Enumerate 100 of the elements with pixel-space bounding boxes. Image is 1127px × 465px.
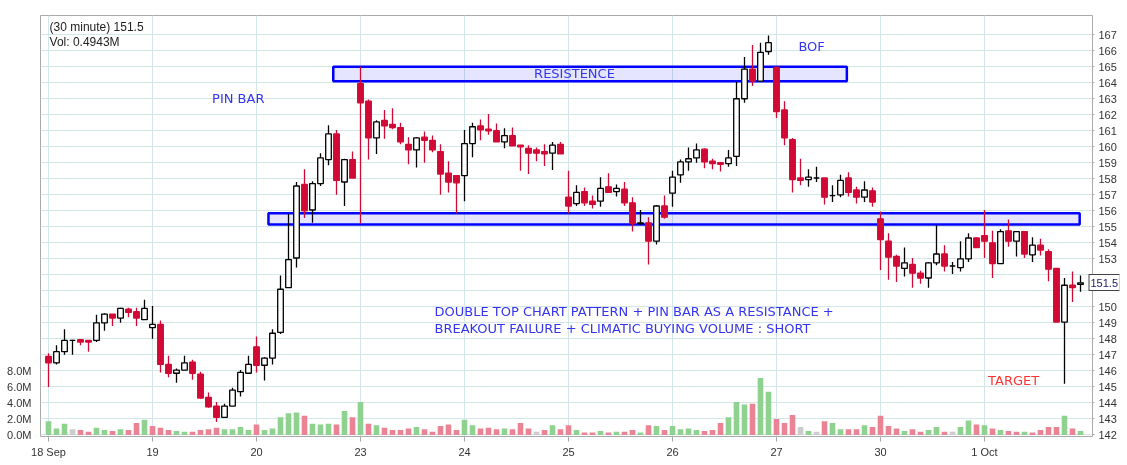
bar bbox=[205, 429, 212, 435]
bar bbox=[349, 417, 356, 435]
bar bbox=[845, 429, 852, 435]
candlestick bbox=[901, 246, 908, 278]
bar bbox=[405, 428, 412, 435]
bar bbox=[197, 430, 204, 435]
candlestick bbox=[861, 180, 868, 203]
text: (30 minute) 151.5 bbox=[49, 20, 144, 35]
candlestick bbox=[837, 174, 844, 198]
y-tick-label: 149 bbox=[1098, 316, 1117, 329]
bar bbox=[757, 378, 764, 435]
bar bbox=[77, 430, 84, 435]
x-tick-label: 27 bbox=[770, 445, 783, 458]
bar bbox=[253, 424, 260, 435]
candlestick bbox=[669, 170, 676, 208]
y-tick-label: 163 bbox=[1098, 92, 1117, 105]
y-tick-label: 156 bbox=[1098, 204, 1117, 217]
candlestick bbox=[661, 194, 668, 220]
bar bbox=[229, 429, 236, 435]
bar bbox=[605, 432, 612, 435]
y2-tick-label: 0.0M bbox=[7, 428, 32, 441]
y-tick-label: 153 bbox=[1098, 252, 1117, 265]
candlestick bbox=[821, 177, 828, 206]
bar bbox=[221, 429, 228, 435]
candlestick bbox=[1029, 236, 1036, 263]
bar bbox=[805, 430, 812, 435]
bar bbox=[725, 417, 732, 435]
x-tick-label: 1 Oct bbox=[971, 445, 998, 458]
bar bbox=[317, 424, 324, 435]
bar bbox=[653, 426, 660, 435]
candlestick bbox=[941, 244, 948, 273]
y-tick-label: 150 bbox=[1098, 300, 1117, 313]
candlestick bbox=[749, 44, 756, 87]
x-tick-label: 23 bbox=[354, 445, 367, 458]
y-tick-label: 146 bbox=[1098, 364, 1117, 377]
bar bbox=[685, 428, 692, 435]
bar bbox=[909, 429, 916, 435]
text: Vol: 0.4943M bbox=[49, 35, 120, 50]
bar bbox=[717, 422, 724, 435]
bar bbox=[469, 425, 476, 435]
bar bbox=[837, 429, 844, 435]
bar bbox=[269, 428, 276, 435]
candlestick bbox=[645, 216, 652, 266]
bar bbox=[421, 429, 428, 435]
bar bbox=[133, 422, 140, 435]
bar bbox=[493, 429, 500, 435]
bar bbox=[637, 432, 644, 435]
bar bbox=[45, 421, 52, 435]
bar bbox=[925, 430, 932, 435]
candlestick bbox=[693, 142, 700, 164]
bar bbox=[357, 402, 364, 435]
bar bbox=[509, 429, 516, 435]
y2-tick-label: 6.0M bbox=[7, 380, 32, 393]
candlestick bbox=[1013, 230, 1020, 258]
y-tick-label: 145 bbox=[1098, 380, 1117, 393]
x-tick-label: 30 bbox=[874, 445, 887, 458]
candlestick bbox=[341, 158, 348, 207]
candlestick bbox=[149, 305, 156, 340]
y-tick-label: 147 bbox=[1098, 348, 1117, 361]
y-tick-label: 165 bbox=[1098, 60, 1117, 73]
candlestick bbox=[373, 119, 380, 155]
annotation: 151.5 bbox=[1090, 276, 1119, 289]
bar bbox=[901, 430, 908, 435]
annotation: DOUBLE TOP CHART PATTERN + PIN BAR AS A RESISTANCE + BREAKOUT FAILURE + CLIMATIC BUYING VOLUME : SHORT bbox=[434, 303, 834, 336]
bar bbox=[285, 413, 292, 435]
y-tick-label: 162 bbox=[1098, 108, 1117, 121]
candlestick bbox=[573, 184, 580, 207]
annotation: TARGET bbox=[987, 373, 1040, 389]
bar bbox=[445, 424, 452, 435]
candlestick bbox=[765, 34, 772, 56]
candlestick bbox=[869, 186, 876, 208]
bar bbox=[989, 428, 996, 435]
bar bbox=[741, 404, 748, 435]
x-tick-label: 20 bbox=[250, 445, 263, 458]
candlestick bbox=[501, 127, 508, 150]
bar bbox=[781, 422, 788, 435]
candlestick bbox=[1005, 218, 1012, 248]
candlestick bbox=[413, 136, 420, 169]
bar bbox=[293, 412, 300, 435]
bar bbox=[277, 417, 284, 435]
candlestick bbox=[45, 352, 52, 388]
bar bbox=[53, 428, 60, 435]
x-tick-label: 18 Sep bbox=[31, 445, 66, 458]
candlestick bbox=[405, 136, 412, 166]
bar bbox=[821, 421, 828, 435]
bar bbox=[437, 426, 444, 435]
candlestick bbox=[597, 176, 604, 208]
bar bbox=[597, 430, 604, 435]
bar bbox=[661, 430, 668, 435]
bar bbox=[549, 425, 556, 435]
bar bbox=[557, 429, 564, 435]
bar bbox=[517, 422, 524, 435]
bar bbox=[101, 430, 108, 435]
bar bbox=[629, 430, 636, 435]
candlestick bbox=[877, 210, 884, 271]
bar bbox=[965, 420, 972, 435]
x-tick-label: 19 bbox=[146, 445, 159, 458]
y-tick-label: 160 bbox=[1098, 140, 1117, 153]
bar bbox=[893, 428, 900, 435]
bar bbox=[701, 430, 708, 435]
